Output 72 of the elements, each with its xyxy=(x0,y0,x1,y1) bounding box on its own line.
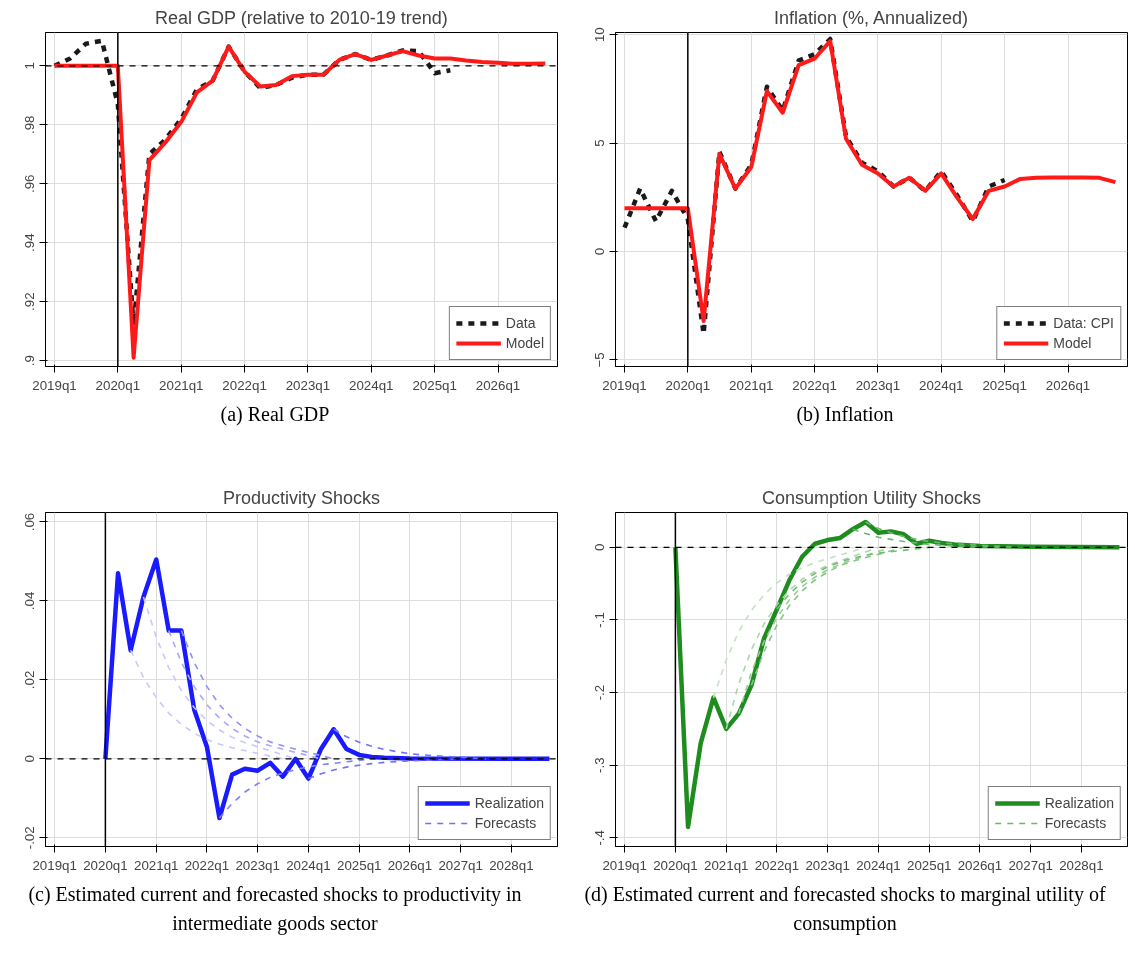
chart-title: Consumption Utility Shocks xyxy=(761,487,982,508)
x-tick-label: 2019q1 xyxy=(32,857,77,873)
x-tick-label: 2024q1 xyxy=(856,857,901,873)
legend-label: Realization xyxy=(1044,795,1114,811)
y-tick-label: .92 xyxy=(22,292,38,311)
x-tick-label: 2022q1 xyxy=(222,377,267,393)
y-tick-label: −5 xyxy=(592,352,608,368)
legend-label: Model xyxy=(1053,335,1092,351)
x-tick-label: 2023q1 xyxy=(235,857,280,873)
x-tick-label: 2028q1 xyxy=(489,857,534,873)
text: (a) Real GDP xyxy=(219,402,331,428)
x-tick-label: 2019q1 xyxy=(32,377,77,393)
x-tick-label: 2020q1 xyxy=(83,857,128,873)
x-tick-label: 2026q1 xyxy=(957,857,1003,873)
y-tick-label: .96 xyxy=(22,174,38,193)
x-tick-label: 2023q1 xyxy=(805,857,850,873)
y-tick-label: .94 xyxy=(22,232,38,252)
x-tick-label: 2021q1 xyxy=(729,377,774,393)
x-tick-label: 2025q1 xyxy=(906,857,952,873)
x-tick-label: 2024q1 xyxy=(918,377,964,393)
x-tick-label: 2025q1 xyxy=(982,377,1027,393)
legend-label: Realization xyxy=(474,795,544,811)
x-tick-label: 2021q1 xyxy=(704,857,749,873)
chart-title: Real GDP (relative to 2010-19 trend) xyxy=(154,7,448,28)
y-tick-label: 5 xyxy=(592,139,608,147)
y-tick-label: -.3 xyxy=(592,757,608,773)
x-tick-label: 2021q1 xyxy=(159,377,204,393)
x-tick-label: 2020q1 xyxy=(95,377,141,393)
x-tick-label: 2022q1 xyxy=(792,377,837,393)
x-tick-label: 2025q1 xyxy=(336,857,382,873)
legend-label: Data: CPI xyxy=(1053,315,1114,331)
y-tick-label: -.2 xyxy=(592,684,608,701)
x-tick-label: 2024q1 xyxy=(348,377,394,393)
x-tick-label: 2021q1 xyxy=(134,857,179,873)
chart-title: Productivity Shocks xyxy=(222,487,381,508)
x-tick-label: 2022q1 xyxy=(184,857,230,873)
text: (d) Estimated current and forecasted shocks to marginal utility of consumption xyxy=(583,882,1107,937)
x-tick-label: 2023q1 xyxy=(855,377,901,393)
x-tick-label: 2023q1 xyxy=(285,377,331,393)
x-tick-label: 2026q1 xyxy=(475,377,521,393)
text: (b) Inflation xyxy=(795,402,895,428)
legend-label: Forecasts xyxy=(474,815,537,831)
y-tick-label: 0 xyxy=(22,755,38,763)
y-tick-label: 10 xyxy=(592,27,608,43)
y-tick-label: .02 xyxy=(22,670,38,690)
y-tick-label: 0 xyxy=(592,247,608,256)
text: (c) Estimated current and forecasted shocks to productivity in intermediate goods sector xyxy=(27,882,523,937)
x-tick-label: 2025q1 xyxy=(412,377,457,393)
y-tick-label: .06 xyxy=(22,512,38,532)
x-tick-label: 2020q1 xyxy=(653,857,698,873)
x-tick-label: 2019q1 xyxy=(602,857,647,873)
y-tick-label: .04 xyxy=(22,591,38,611)
y-tick-label: .98 xyxy=(22,115,38,135)
x-tick-label: 2028q1 xyxy=(1059,857,1104,873)
legend-label: Forecasts xyxy=(1044,815,1107,831)
x-tick-label: 2022q1 xyxy=(754,857,800,873)
y-tick-label: -.1 xyxy=(592,612,608,628)
y-tick-label: 1 xyxy=(22,62,38,70)
x-tick-label: 2026q1 xyxy=(1045,377,1091,393)
legend-label: Data xyxy=(505,315,536,331)
chart-title: Inflation (%, Annualized) xyxy=(773,7,969,28)
x-tick-label: 2019q1 xyxy=(602,377,647,393)
x-tick-label: 2024q1 xyxy=(286,857,331,873)
x-tick-label: 2027q1 xyxy=(438,857,483,873)
y-tick-label: .9 xyxy=(22,355,38,367)
x-tick-label: 2020q1 xyxy=(665,377,711,393)
y-tick-label: 0 xyxy=(592,543,608,552)
y-tick-label: -.4 xyxy=(592,829,608,846)
y-tick-label: -.02 xyxy=(22,826,38,850)
legend-label: Model xyxy=(505,335,544,351)
x-tick-label: 2027q1 xyxy=(1008,857,1053,873)
x-tick-label: 2026q1 xyxy=(387,857,433,873)
